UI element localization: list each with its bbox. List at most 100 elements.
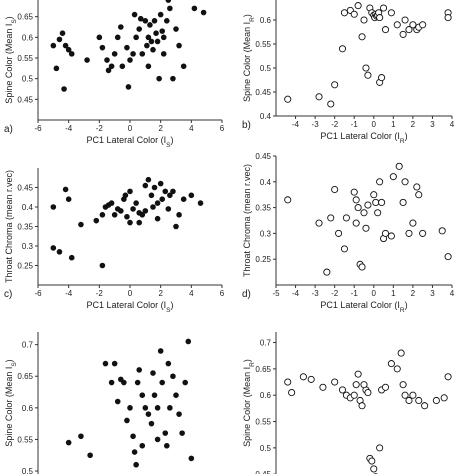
data-point [405,229,413,237]
x-axis-title-text: PC1 Lateral Color (I [320,131,400,141]
data-point [372,198,380,206]
y-tick-label: 0.3 [260,229,272,238]
data-point [84,57,90,63]
data-point [440,394,448,402]
data-point [327,100,335,108]
data-point [157,348,164,354]
data-point [124,213,130,220]
data-point [399,198,407,206]
y-tick-label: 0.6 [260,391,272,400]
data-point [401,391,409,399]
data-point [368,457,376,465]
data-point [180,196,187,202]
data-point [170,188,176,195]
data-point [148,38,155,45]
data-point [331,378,339,386]
data-point [151,184,158,191]
data-point [162,430,169,436]
data-point [350,10,358,18]
y-axis-title-close: ) [4,359,14,362]
data-point [176,42,182,49]
y-tick-label: 0.45 [17,95,33,104]
data-point [299,373,307,381]
x-tick-label: 4 [450,289,455,298]
data-point [99,212,106,218]
data-point [124,44,130,51]
data-point [284,95,292,103]
data-point [61,86,67,92]
data-point [56,249,63,255]
x-tick-label: 2 [411,289,416,298]
data-point [160,34,167,41]
y-axis-title: Spine Color (Mean IR) [242,359,256,447]
data-point [139,442,146,449]
data-point [409,21,417,29]
x-axis-title: PC1 Lateral Color (IR) [320,300,407,314]
data-point [331,185,339,194]
data-point [188,192,195,199]
data-point [364,201,372,209]
data-point [389,173,397,181]
data-point [360,381,368,389]
data-point [370,465,378,473]
x-tick-label: 2 [411,120,416,129]
data-point [165,0,172,3]
y-tick-label: 0.7 [260,339,272,348]
y-axis-title: Spine Color (Mean IS) [4,359,18,446]
data-point [50,42,57,49]
x-tick-label: -3 [312,120,320,129]
y-axis-title-subscript: R [249,17,256,22]
data-point [185,338,192,345]
data-point [124,417,130,424]
data-point [405,26,413,34]
data-point [284,378,292,386]
data-point [108,63,115,70]
data-point [134,379,141,386]
data-point [154,200,161,206]
data-point [108,379,115,386]
data-point [176,212,182,218]
scatter-panel-2: -4 -3 -2 -1 0 1 2 3 4 0.4 0.45 0.5 0.55 0.6 PC1 Latera… [242,0,455,145]
data-point [381,229,390,237]
data-point [133,461,139,468]
data-point [164,442,170,449]
data-point [99,262,106,269]
x-tick-label: -1 [351,289,359,298]
x-axis-title-text: PC1 Lateral Color (I [87,135,167,145]
y-tick-label: 0.6 [260,16,272,25]
x-tick-label: 4 [189,124,194,133]
data-point [444,253,452,261]
data-point [50,204,57,210]
data-point [173,26,179,32]
data-point [148,192,155,199]
scatter-panel-6: 0.45 0.5 0.55 0.6 0.65 0.7 Spine Color (Mean I… [242,332,452,474]
x-tick-label: 2 [158,289,163,298]
data-point [118,208,124,214]
data-point [105,67,112,74]
data-point [50,245,57,251]
y-axis-title-text: Throat Chroma (mean r.vec) [242,164,252,277]
data-point [136,26,142,32]
y-axis-title-text: Spine Color (Mean I [242,22,252,102]
y-axis-title: Throat Chroma (mean r.vec) [242,164,252,277]
y-tick-label: 0.5 [22,467,34,474]
x-axis-title-close: ) [170,135,173,145]
data-point [127,219,133,226]
data-point [157,11,164,18]
data-point [133,34,139,41]
data-point [381,383,390,391]
x-axis-title: PC1 Lateral Color (IS) [87,300,174,314]
data-point [142,182,149,189]
data-point [352,381,360,389]
x-axis-title-subscript: R [400,138,405,145]
data-point [131,11,138,18]
data-point [127,405,133,411]
data-point [144,42,150,49]
data-point [133,200,139,206]
data-point [65,439,72,446]
y-tick-label: 0.55 [255,40,271,49]
scatter-panel-3: -6 -4 -2 0 2 4 6 0.25 0.3 0.35 0.4 0.45 PC1 Lateral … [4,168,225,314]
panel-letter: c) [4,289,12,300]
y-tick-label: 0.5 [260,444,272,453]
data-point [111,51,118,57]
